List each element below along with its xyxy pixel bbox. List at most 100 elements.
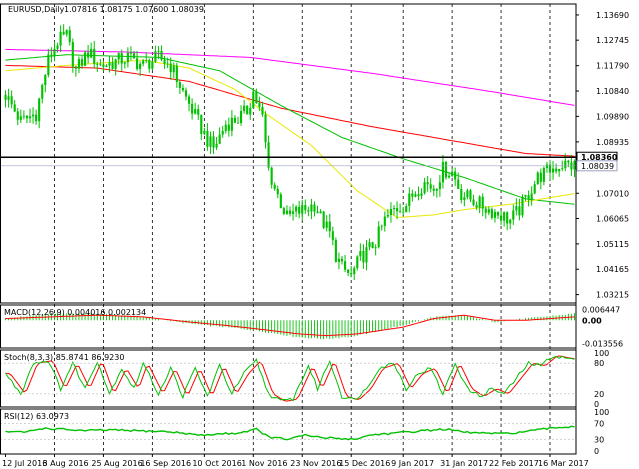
candle-body <box>44 74 47 85</box>
x-tick-label: 10 Oct 2016 <box>192 459 241 468</box>
candle-body <box>530 193 533 200</box>
candle-body <box>343 261 347 270</box>
rsi-tick-label: 70 <box>594 420 604 429</box>
price-tick-label: 1.10840 <box>596 87 629 96</box>
candle-body <box>432 188 435 191</box>
candle-body <box>246 105 249 115</box>
price-tick-label: 1.04165 <box>596 265 629 274</box>
candle-body <box>129 52 133 54</box>
candle-body <box>548 164 552 173</box>
candle-body <box>243 105 246 112</box>
candle-body <box>191 103 194 114</box>
candle-body <box>295 206 298 212</box>
candle-body <box>515 206 518 211</box>
candle-body <box>487 209 490 213</box>
candlesticks <box>4 24 576 281</box>
candle-body <box>285 210 289 214</box>
candle-body <box>25 115 29 119</box>
candle-body <box>7 96 10 100</box>
candle-body <box>555 168 558 172</box>
candle-body <box>399 211 402 213</box>
candle-body <box>80 59 84 66</box>
macd-tick-label: -0.013556 <box>582 339 623 348</box>
candle-body <box>35 114 38 122</box>
x-tick-label: 25 Aug 2016 <box>91 459 142 468</box>
candle-body <box>71 41 74 67</box>
candle-body <box>120 53 123 64</box>
candle-body <box>157 50 160 52</box>
candle-body <box>41 84 44 99</box>
panel-frames <box>0 3 577 455</box>
candle-body <box>102 64 105 67</box>
candle-body <box>313 204 316 212</box>
candle-body <box>169 63 172 73</box>
candle-body <box>206 130 209 147</box>
candle-body <box>233 117 237 123</box>
candle-body <box>230 117 233 131</box>
candle-body <box>371 242 374 249</box>
candle-body <box>111 62 114 69</box>
candle-body <box>132 53 136 59</box>
candle-body <box>252 91 255 109</box>
candle-body <box>56 45 59 49</box>
candle-body <box>13 104 16 112</box>
candle-body <box>47 54 50 75</box>
candle-body <box>334 240 337 262</box>
x-tick-label: 1 Nov 2016 <box>241 459 287 468</box>
candle-body <box>331 231 334 241</box>
axis-labels: 1.13690 1.12745 1.11790 1.10840 1.09890 1.089… <box>2 11 629 468</box>
ohlc-header: 1.07816 1.08175 1.07600 1.08039 <box>64 5 204 14</box>
candle-body <box>460 188 463 201</box>
macd-signal-line <box>5 314 575 337</box>
candle-body <box>53 48 56 57</box>
candle-body <box>117 53 120 60</box>
candle-body <box>93 48 96 64</box>
candle-body <box>429 184 432 189</box>
candle-body <box>490 209 493 218</box>
candle-body <box>533 184 536 194</box>
price-tick-label: 1.13690 <box>596 11 629 20</box>
moving-average-line <box>5 48 575 106</box>
candle-body <box>163 59 166 64</box>
candle-body <box>209 136 212 147</box>
rsi-line <box>5 425 575 441</box>
candle-body <box>484 208 487 213</box>
candle-body <box>279 194 282 209</box>
candle-body <box>99 64 102 66</box>
price-tick-label: 1.08935 <box>596 138 629 147</box>
candle-body <box>475 205 478 208</box>
candle-body <box>539 172 542 182</box>
candle-body <box>340 258 344 262</box>
candle-body <box>567 160 570 163</box>
candle-body <box>105 65 108 67</box>
candle-body <box>466 190 469 198</box>
candle-body <box>389 209 393 216</box>
candle-body <box>181 87 185 91</box>
candle-body <box>28 116 32 119</box>
stoch-label: Stoch(8,3,3) 85.8741 86.9230 <box>4 353 124 362</box>
candle-body <box>383 216 386 226</box>
candle-body <box>356 256 359 269</box>
price-tick-label: 1.03215 <box>596 291 629 300</box>
price-tag-label: 1.08039 <box>581 162 614 171</box>
price-tag-box <box>576 160 618 172</box>
candle-body <box>151 61 154 69</box>
candle-body <box>83 52 87 66</box>
x-tick-label: 22 Feb 2017 <box>489 459 539 468</box>
candle-body <box>509 219 512 224</box>
candle-body <box>463 197 466 201</box>
candle-body <box>291 211 295 214</box>
candle-body <box>96 63 99 65</box>
candle-body <box>38 98 41 122</box>
candle-body <box>108 62 111 66</box>
candle-body <box>447 175 451 178</box>
candle-body <box>454 171 457 180</box>
candle-body <box>187 96 191 104</box>
price-tick-label: 1.06065 <box>596 215 629 224</box>
candle-body <box>503 212 506 221</box>
candle-body <box>258 102 261 107</box>
candle-body <box>359 250 362 257</box>
candle-body <box>551 168 555 173</box>
candle-body <box>74 66 77 69</box>
candle-body <box>16 111 19 120</box>
